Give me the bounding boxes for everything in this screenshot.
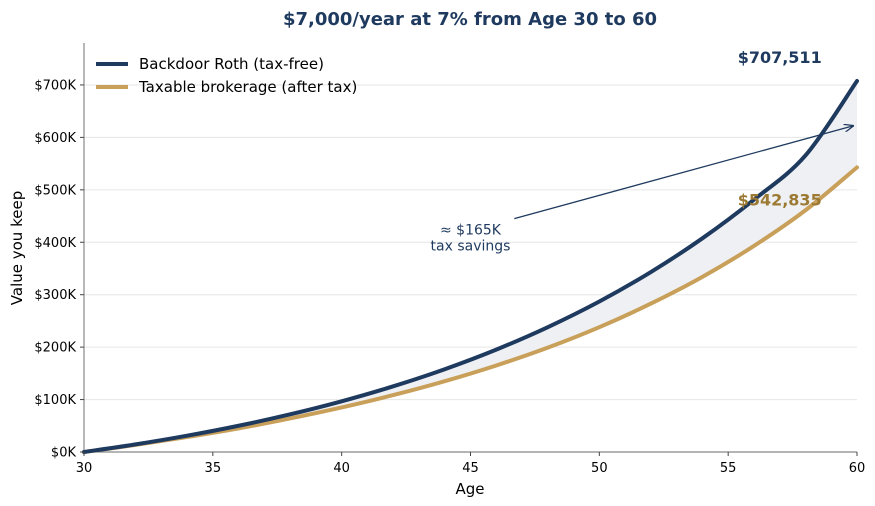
tick-labels: $0K $100K $200K $300K $400K $500K $600K $700K 30… [34, 78, 865, 476]
series-line-backdoor-roth [82, 79, 859, 454]
savings-area [84, 81, 857, 452]
x-tick-label: 40 [333, 461, 350, 476]
x-tick-label: 50 [591, 461, 608, 476]
x-axis-label: Age [455, 480, 484, 498]
chart-title: $7,000/year at 7% from Age 30 to 60 [283, 9, 657, 30]
x-tick-label: 35 [205, 461, 222, 476]
annotation: ≈ $165K tax savings [431, 126, 853, 254]
y-tick-label: $200K [34, 341, 76, 356]
y-tick-label: $300K [34, 288, 76, 303]
x-tick-label: 45 [462, 461, 479, 476]
end-label-taxable: $542,835 [738, 191, 822, 210]
y-tick-label: $100K [34, 393, 76, 408]
end-value-labels: $707,511 $542,835 [738, 48, 822, 210]
end-label-roth: $707,511 [738, 48, 822, 67]
x-tick-label: 55 [720, 461, 737, 476]
y-tick-label: $700K [34, 78, 76, 93]
annotation-line: ≈ $165K [440, 222, 502, 238]
y-tick-label: $600K [34, 131, 76, 146]
legend-label: Taxable brokerage (after tax) [138, 78, 357, 96]
annotation-text: ≈ $165K tax savings [431, 222, 511, 254]
annotation-line: tax savings [431, 238, 511, 254]
x-tick-label: 60 [849, 461, 866, 476]
x-tick-label: 30 [76, 461, 93, 476]
y-tick-label: $400K [34, 236, 76, 251]
legend-label: Backdoor Roth (tax-free) [139, 55, 324, 73]
series-lines [82, 79, 859, 454]
y-tick-label: $0K [51, 446, 77, 461]
shaded-region [84, 81, 857, 452]
gridlines [84, 84, 857, 401]
y-tick-label: $500K [34, 183, 76, 198]
annotation-arrow [514, 126, 853, 220]
y-axis-label: Value you keep [8, 191, 26, 305]
legend: Backdoor Roth (tax-free) Taxable brokerag… [96, 55, 357, 96]
